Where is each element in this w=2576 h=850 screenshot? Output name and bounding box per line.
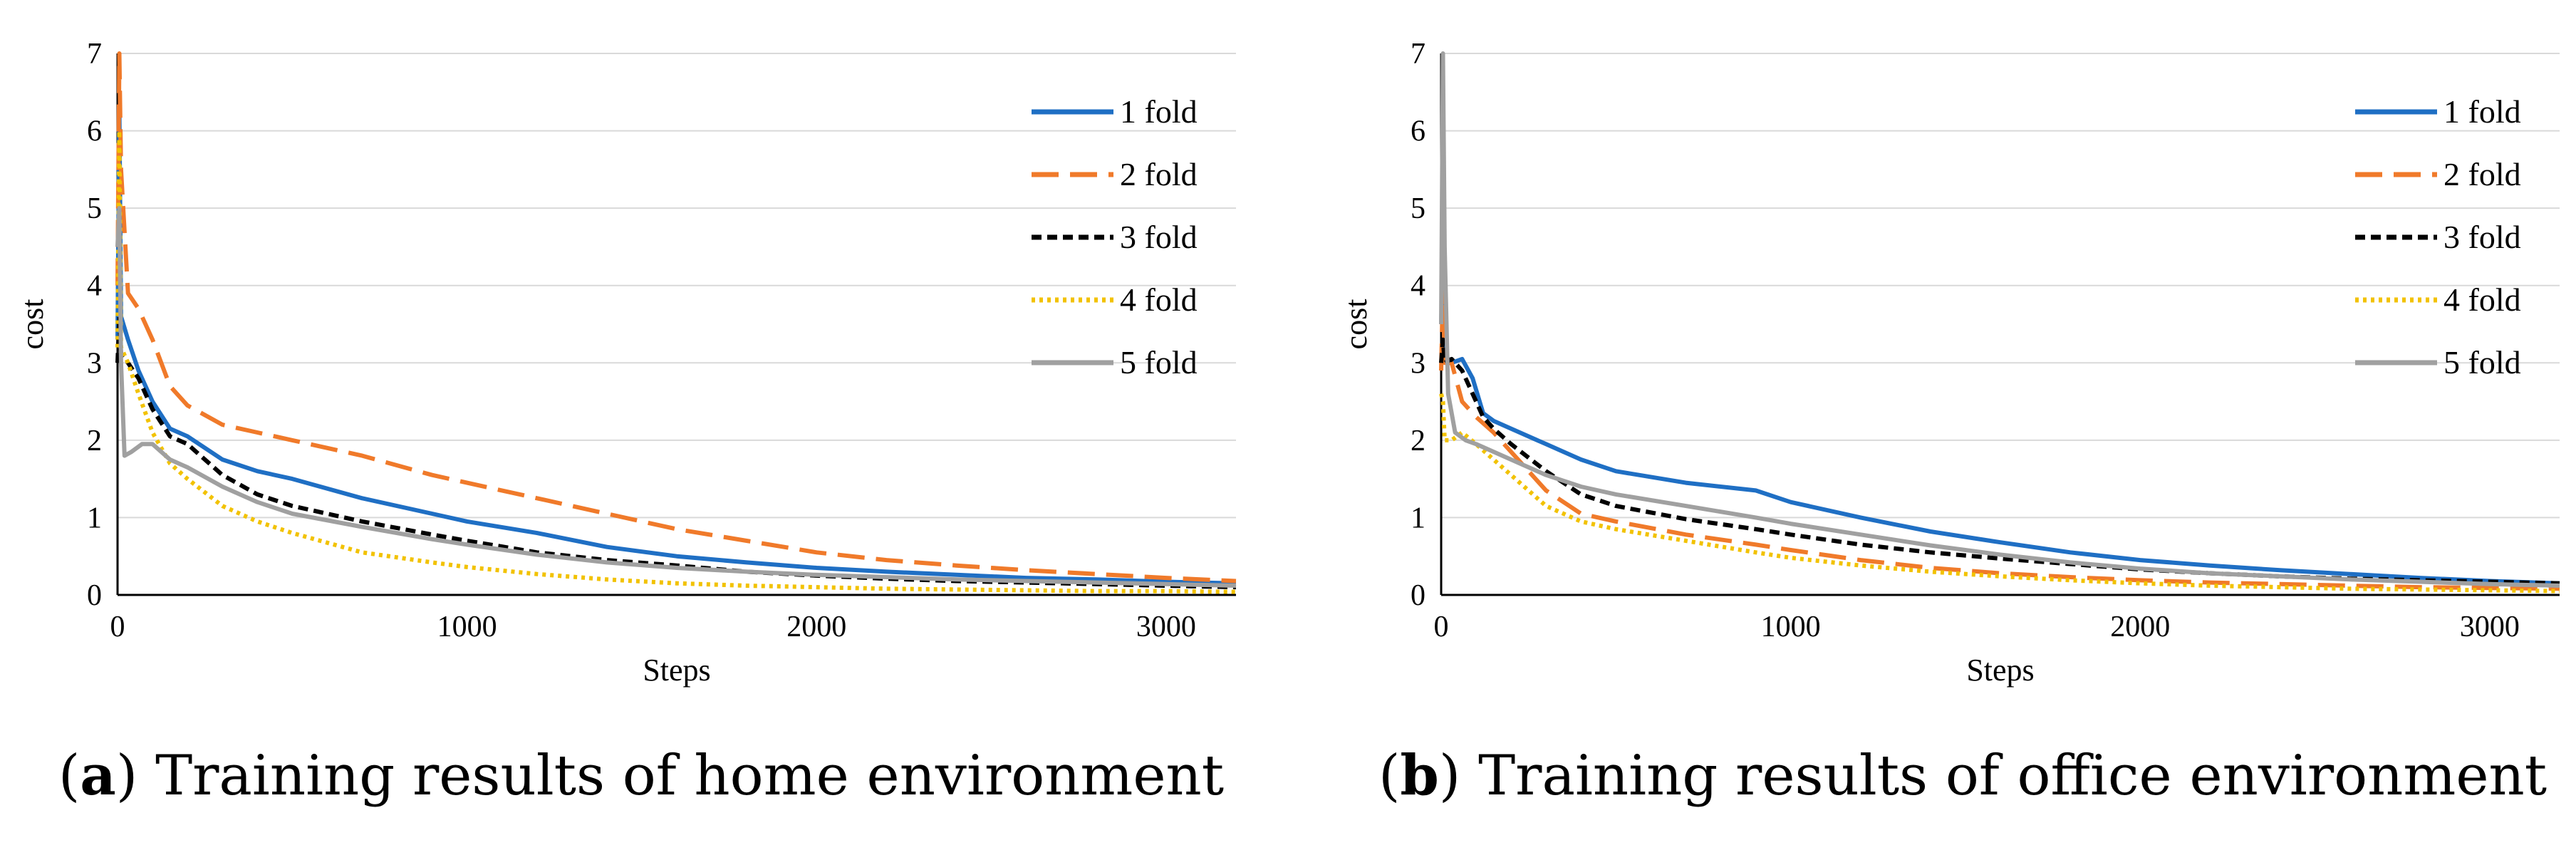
y-tick-label: 3 [1411,347,1425,380]
series-line-3-fold [1439,337,2560,586]
y-tick-label: 7 [1411,38,1425,71]
series-line-1-fold [1439,268,2560,586]
legend-label-2: 2 fold [2443,156,2521,192]
x-tick-label: 2000 [786,611,846,643]
y-tick-label: 2 [1411,425,1425,457]
x-tick-label: 0 [110,611,125,643]
y-tick-label: 0 [1411,579,1425,612]
caption-label: a [80,743,116,808]
y-tick-label: 7 [87,38,102,71]
series-line-4-fold [1439,393,2560,594]
legend-label-1: 1 fold [2443,93,2521,130]
x-tick-label: 1000 [437,611,497,643]
y-tick-label: 0 [87,579,102,612]
legend-label-3: 3 fold [1120,219,1198,255]
x-axis-label: Steps [643,653,710,688]
chart-panel-b: 0 1 2 3 4 5 6 7 0 1000 2000 3000 Steps cost 1 fold 2 fo… [1339,38,2560,808]
caption-paren: ) [116,744,155,808]
legend-label-5: 5 fold [2443,344,2521,380]
y-tick-label: 4 [87,270,102,303]
y-tick-label: 1 [1411,502,1425,534]
legend: 1 fold 2 fold 3 fold 4 fold 5 fold [2355,93,2521,380]
chart-panel-a: 0 1 2 3 4 5 6 7 0 1000 2000 3000 Steps cost 1 fold 2 fo… [15,38,1237,808]
y-tick-label: 6 [87,115,102,148]
series-line-3-fold [115,314,1237,590]
y-tick-label: 3 [87,347,102,380]
x-tick-label: 0 [1434,611,1449,643]
y-tick-label: 1 [87,502,102,534]
y-tick-label: 5 [1411,192,1425,225]
x-tick-label: 2000 [2110,611,2170,643]
x-tick-label: 1000 [1761,611,1821,643]
caption-paren: ( [58,744,80,808]
series-line-5-fold [115,206,1237,588]
caption: (b) Training results of office environme… [1378,743,2547,808]
y-tick-label: 6 [1411,115,1425,148]
caption-label: b [1400,743,1439,808]
x-axis-label: Steps [1966,653,2034,688]
legend-label-3: 3 fold [2443,219,2521,255]
caption: (a) Training results of home environment [58,743,1224,808]
y-tick-label: 5 [87,192,102,225]
legend-label-5: 5 fold [1120,344,1198,380]
series-line-2-fold [115,51,1237,584]
caption-paren: ) [1439,744,1478,808]
series-line-1-fold [115,105,1237,586]
x-tick-label: 3000 [1136,611,1196,643]
y-tick-label: 2 [87,425,102,457]
series-line-2-fold [1439,283,2560,591]
legend-label-4: 4 fold [2443,281,2521,318]
legend: 1 fold 2 fold 3 fold 4 fold 5 fold [1032,93,1198,380]
y-axis-label: cost [1339,299,1373,350]
series-line-5-fold [1439,51,2560,588]
caption-text: Training results of home environment [155,744,1224,808]
y-tick-label: 4 [1411,270,1425,303]
legend-label-2: 2 fold [1120,156,1198,192]
legend-label-1: 1 fold [1120,93,1198,130]
caption-text: Training results of office environment [1478,744,2547,808]
caption-paren: ( [1378,744,1400,808]
legend-label-4: 4 fold [1120,281,1198,318]
x-tick-label: 3000 [2460,611,2520,643]
y-axis-label: cost [15,299,50,350]
